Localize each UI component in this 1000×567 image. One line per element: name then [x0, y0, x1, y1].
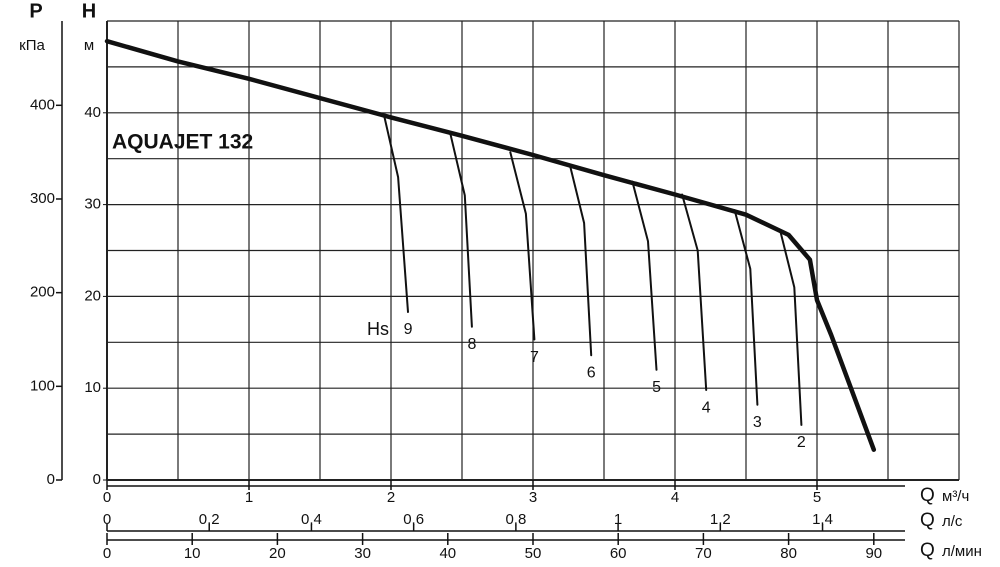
- x2-tick-label: 0,6: [403, 511, 424, 528]
- suction-curve: [733, 209, 759, 406]
- x2-tick-label: 1,2: [710, 511, 731, 528]
- x-tick-label: 0: [103, 489, 111, 506]
- y-tick-label: 30: [84, 196, 101, 213]
- y-unit: м: [84, 37, 94, 54]
- y2-tick-label: 300: [30, 190, 55, 207]
- series-label: Hs: [367, 319, 389, 339]
- x3-tick-label: 70: [695, 545, 712, 562]
- pump-curve: [104, 38, 877, 452]
- suction-curve: [568, 164, 593, 357]
- chart-title: AQUAJET 132: [112, 131, 253, 154]
- y-tick-label: 40: [84, 104, 101, 121]
- y-tick-label: 10: [84, 379, 101, 396]
- series-name: 8: [467, 336, 476, 353]
- x-tick-label: 3: [529, 489, 537, 506]
- x3-unit: л/мин: [942, 543, 982, 560]
- suction-curve: [779, 229, 803, 426]
- x-tick-label: 2: [387, 489, 395, 506]
- y2-tick-label: 0: [47, 471, 55, 488]
- x-unit: м³/ч: [942, 488, 969, 505]
- y2-unit: кПа: [19, 37, 45, 54]
- y-label: H: [82, 0, 96, 22]
- x3-tick-label: 30: [354, 545, 371, 562]
- y2-label: P: [29, 0, 42, 22]
- y2-tick-label: 400: [30, 96, 55, 113]
- x3-tick-label: 20: [269, 545, 286, 562]
- y-tick-label: 20: [84, 287, 101, 304]
- x-tick-label: 5: [813, 489, 821, 506]
- series-name: 7: [530, 349, 539, 366]
- x2-tick-label: 1: [614, 511, 622, 528]
- x2-label: Q: [920, 510, 935, 531]
- x3-tick-label: 10: [184, 545, 201, 562]
- x2-unit: л/с: [942, 513, 963, 530]
- x-tick-label: 1: [245, 489, 253, 506]
- x3-tick-label: 60: [610, 545, 627, 562]
- y-tick-label: 0: [93, 471, 101, 488]
- suction-curve: [382, 113, 409, 313]
- x2-tick-label: 1,4: [812, 511, 833, 528]
- x3-tick-label: 0: [103, 545, 111, 562]
- series-name: 4: [702, 399, 711, 416]
- y2-tick-label: 200: [30, 284, 55, 301]
- series-name: 3: [753, 414, 762, 431]
- x3-tick-label: 90: [865, 545, 882, 562]
- series-name: 6: [587, 364, 596, 381]
- x3-tick-label: 80: [780, 545, 797, 562]
- suction-curve: [449, 133, 473, 328]
- x2-tick-label: 0: [103, 511, 111, 528]
- x-label: Q: [920, 485, 935, 506]
- x2-tick-label: 0,4: [301, 511, 322, 528]
- y2-tick-label: 100: [30, 377, 55, 394]
- x3-tick-label: 50: [525, 545, 542, 562]
- suction-curve: [509, 151, 536, 341]
- suction-curve: [681, 193, 708, 391]
- x3-tick-label: 40: [439, 545, 456, 562]
- suction-curve: [631, 180, 658, 371]
- x-tick-label: 4: [671, 489, 679, 506]
- x2-tick-label: 0,2: [199, 511, 220, 528]
- x3-label: Q: [920, 540, 935, 561]
- x2-tick-label: 0,8: [505, 511, 526, 528]
- series-name: 2: [797, 434, 806, 451]
- series-name: 9: [404, 321, 413, 338]
- series-name: 5: [652, 379, 661, 396]
